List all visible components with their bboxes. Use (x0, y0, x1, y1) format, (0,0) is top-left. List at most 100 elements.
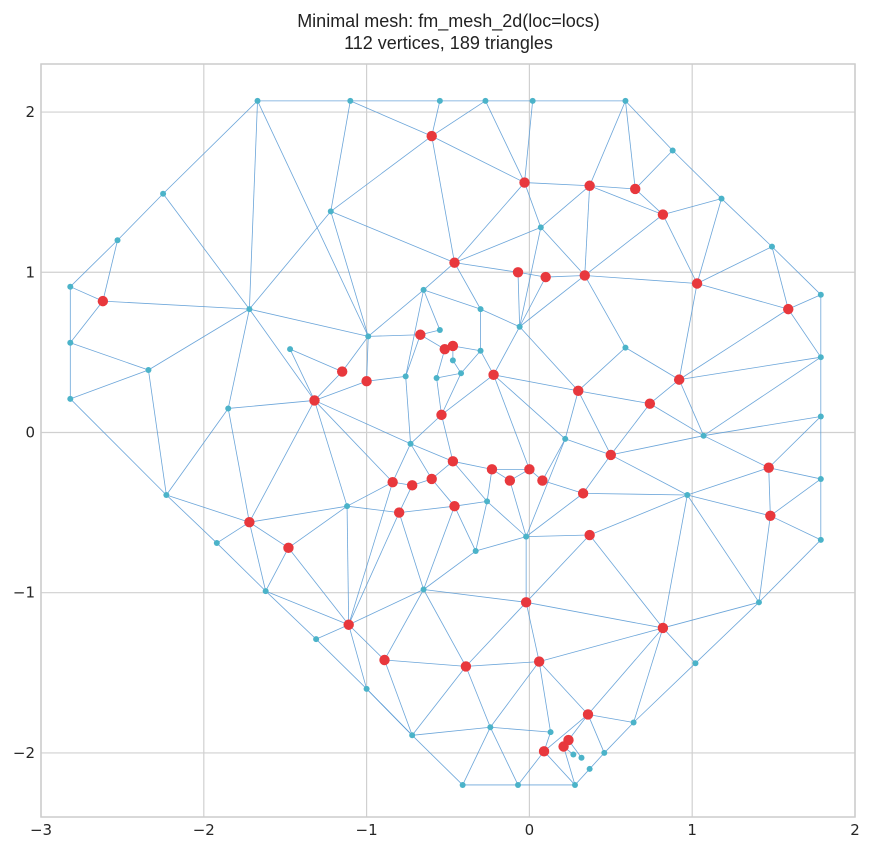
observation-point (657, 622, 669, 634)
mesh-edge (431, 135, 525, 183)
mesh-edge (411, 666, 467, 736)
observation-point (524, 464, 535, 475)
observation-point (486, 464, 498, 475)
mesh-edge (368, 334, 421, 337)
mesh-edge (411, 735, 463, 786)
mesh-edge (249, 521, 289, 549)
mesh-edge (289, 348, 343, 372)
mesh-vertex (472, 548, 479, 555)
mesh-vertex (327, 208, 334, 215)
plot-border (40, 63, 856, 818)
mesh-vertex (67, 395, 74, 402)
mesh-vertex (547, 729, 554, 736)
mesh-vertex (458, 370, 465, 377)
mesh-edge (441, 374, 494, 416)
mesh-edge (519, 227, 542, 327)
observation-point (406, 480, 418, 491)
mesh-edge (519, 275, 585, 328)
observation-point (582, 709, 594, 720)
x-tick-label: 0 (525, 821, 535, 839)
mesh-vertex (484, 498, 491, 505)
observation-point (449, 500, 460, 512)
mesh-vertex (313, 636, 320, 643)
mesh-vertex (622, 344, 629, 351)
mesh-edge (625, 100, 636, 190)
mesh-edge (315, 638, 367, 690)
mesh-vertex (684, 491, 691, 498)
observation-point (558, 741, 569, 752)
y-tick-label: 1 (25, 263, 35, 281)
observation-point (512, 267, 524, 278)
mesh-edge (454, 262, 519, 273)
observation-point (630, 183, 641, 195)
observation-point (449, 257, 460, 268)
mesh-edge (564, 390, 579, 440)
mesh-vertex (622, 97, 629, 104)
mesh-edge (452, 461, 488, 502)
observation-point (447, 456, 459, 467)
mesh-edge (679, 356, 821, 381)
mesh-edge (480, 308, 520, 328)
observation-point (504, 475, 516, 486)
mesh-edge (662, 214, 698, 284)
mesh-vertex (114, 237, 121, 244)
mesh-edge (265, 547, 289, 592)
mesh-edge (314, 371, 343, 401)
mesh-vertex (436, 326, 443, 333)
mesh-edge (249, 400, 315, 523)
mesh-vertex (571, 781, 578, 788)
mesh-vertices (67, 97, 824, 788)
observation-point (765, 510, 776, 521)
mesh-edge (265, 590, 349, 626)
mesh-edge (493, 326, 520, 376)
mesh-edge (436, 377, 442, 415)
mesh-edge (475, 501, 488, 552)
mesh-edge (216, 542, 266, 592)
mesh-edge (525, 602, 540, 662)
mesh-vertex (817, 475, 824, 482)
mesh-vertex (523, 533, 530, 540)
mesh-edge (289, 349, 315, 401)
mesh-vertex (225, 405, 232, 412)
observation-point (415, 329, 426, 340)
mesh-edge (475, 536, 527, 552)
mesh-edge (330, 211, 369, 337)
mesh-edge (770, 515, 821, 541)
mesh-edge (519, 276, 547, 327)
mesh-edge (519, 326, 579, 392)
mesh-edge (584, 275, 626, 348)
mesh-vertex (516, 323, 523, 330)
mesh-edge (788, 294, 821, 310)
mesh-edge (288, 505, 348, 549)
mesh-edge (366, 376, 406, 382)
observation-point (783, 303, 794, 315)
mesh-edge (662, 627, 696, 664)
mesh-edge (348, 624, 385, 661)
mesh-edge (526, 601, 663, 629)
mesh-edge (771, 246, 822, 295)
mesh-edge (288, 547, 350, 625)
observation-point (520, 597, 532, 608)
mesh-edge (486, 501, 527, 537)
mesh-edge (563, 746, 576, 786)
mesh-edge (431, 136, 455, 263)
mesh-edge (314, 400, 393, 483)
mesh-vertex (477, 306, 484, 313)
y-axis-ticks: −2 −1 0 1 2 (13, 103, 35, 762)
chart-title: Minimal mesh: fm_mesh_2d(loc=locs) (297, 11, 600, 31)
mesh-vertex (570, 751, 577, 758)
mesh-edge (543, 751, 576, 786)
mesh-vertex (433, 375, 440, 382)
mesh-vertex (407, 440, 414, 447)
mesh-edge (117, 193, 164, 241)
mesh-edge (257, 100, 369, 337)
mesh-edge (589, 494, 688, 536)
mesh-edge (70, 342, 149, 371)
mesh-vertex (420, 286, 427, 293)
mesh-edge (603, 722, 634, 754)
mesh-edge (490, 726, 551, 733)
mesh-edge (70, 239, 118, 287)
mesh-vertex (254, 97, 261, 104)
